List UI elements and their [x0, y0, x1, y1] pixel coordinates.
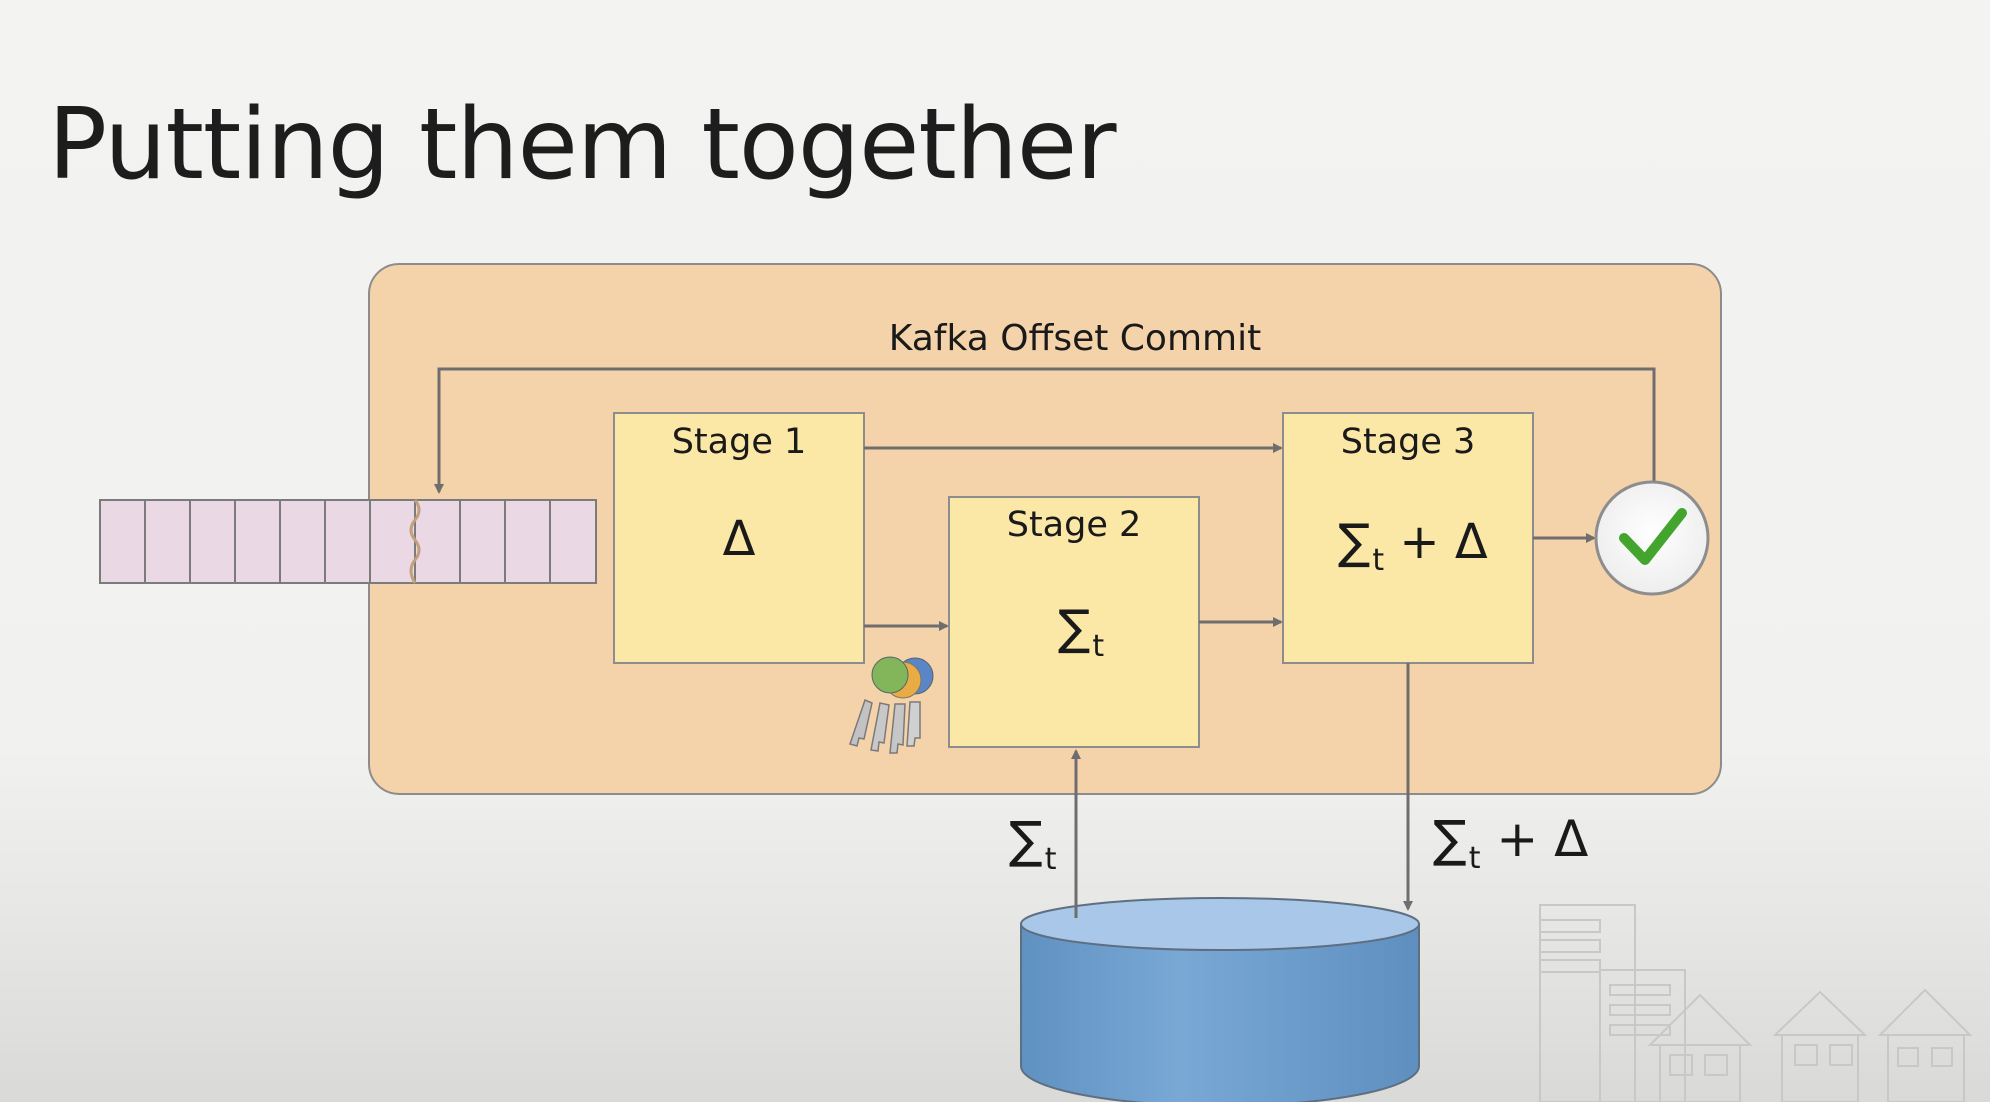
- database-icon: [1020, 897, 1420, 1102]
- stage-3-title: Stage 3: [1341, 422, 1476, 462]
- queue-cell: [504, 499, 551, 584]
- queue-cell: [549, 499, 597, 584]
- stage-2-sigma: ∑: [1058, 600, 1090, 656]
- db-write-subscript: t: [1469, 841, 1481, 876]
- stage-1-symbol: Δ: [723, 511, 756, 567]
- stage-1-title: Stage 1: [672, 422, 807, 462]
- stage-3-box: Stage 3 ∑t + Δ: [1282, 412, 1534, 664]
- slide-title: Putting them together: [48, 88, 1116, 202]
- db-read-sigma: ∑: [1009, 811, 1043, 869]
- queue-cell: [99, 499, 146, 584]
- stage-1-box: Stage 1 Δ: [613, 412, 865, 664]
- kafka-queue: [99, 499, 597, 584]
- db-read-label: ∑t: [1009, 811, 1057, 877]
- queue-cell: [324, 499, 371, 584]
- stage-2-subscript: t: [1092, 629, 1104, 664]
- stage-2-title: Stage 2: [1007, 505, 1142, 545]
- db-write-suffix: + Δ: [1480, 810, 1588, 868]
- city-skyline-icon: [1539, 904, 1973, 1102]
- queue-cell: [414, 499, 461, 584]
- stage-3-subscript: t: [1372, 543, 1384, 578]
- stage-3-suffix: + Δ: [1384, 514, 1488, 570]
- queue-cell: [189, 499, 236, 584]
- queue-cell: [279, 499, 326, 584]
- stage-3-symbol: ∑t + Δ: [1338, 514, 1488, 578]
- queue-cell: [369, 499, 416, 584]
- db-read-subscript: t: [1045, 842, 1057, 877]
- queue-cell: [144, 499, 191, 584]
- stage-3-sigma: ∑: [1338, 514, 1370, 570]
- offset-commit-arrow: [434, 367, 1656, 494]
- queue-offset-marker: [409, 499, 421, 584]
- db-write-sigma: ∑: [1433, 810, 1467, 868]
- queue-cell: [459, 499, 506, 584]
- db-write-label: ∑t + Δ: [1433, 810, 1588, 876]
- keys-icon: [849, 656, 934, 754]
- stage-2-symbol: ∑t: [1058, 600, 1104, 664]
- queue-cell: [234, 499, 281, 584]
- kafka-offset-commit-label: Kafka Offset Commit: [889, 318, 1261, 359]
- stage-2-box: Stage 2 ∑t: [948, 496, 1200, 748]
- commit-check-icon: [1594, 480, 1710, 596]
